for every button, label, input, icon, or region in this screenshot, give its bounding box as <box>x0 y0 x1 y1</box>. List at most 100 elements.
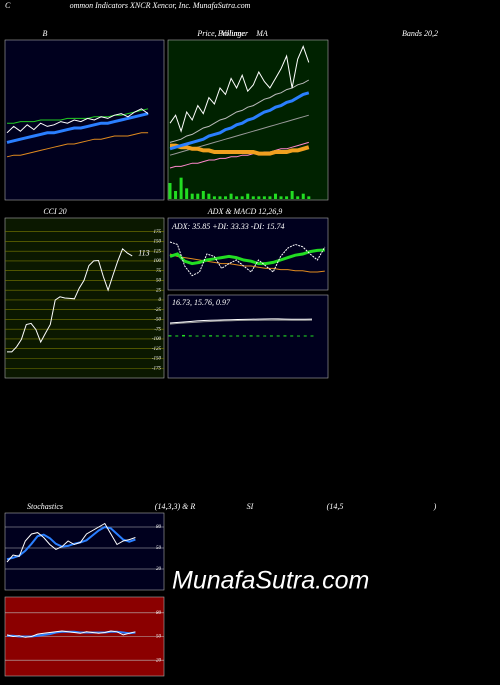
panel-title: Price, <box>196 29 216 38</box>
y-tick-label: 50 <box>156 635 162 640</box>
bar <box>174 191 178 199</box>
bar <box>242 335 246 337</box>
panel-title: B <box>43 29 48 38</box>
bar <box>215 335 219 337</box>
bar <box>290 335 294 337</box>
bar <box>196 193 200 199</box>
panel-title: ADX & MACD 12,26,9 <box>207 207 282 216</box>
panel-title: (14,5 <box>327 502 344 511</box>
bar <box>301 193 305 199</box>
bar <box>207 193 211 199</box>
y-tick-label: 50 <box>156 546 162 551</box>
header-title: ommon Indicators XNCR Xencor, Inc. Munaf… <box>70 1 251 10</box>
y-tick-label: 0 <box>159 298 162 303</box>
series-line <box>169 45 310 133</box>
series-line <box>169 248 325 266</box>
bar <box>303 335 307 337</box>
bar <box>229 335 233 337</box>
series-line <box>169 91 310 151</box>
bar <box>268 196 272 199</box>
bar <box>262 196 266 199</box>
y-tick-label: 20 <box>156 658 162 663</box>
y-tick-label: 25 <box>156 288 162 293</box>
series-line <box>6 525 136 561</box>
series-line <box>169 79 310 143</box>
bar <box>185 188 189 199</box>
bar <box>310 335 314 337</box>
series-line <box>169 253 325 273</box>
bar <box>190 193 194 199</box>
watermark: MunafaSutra.com <box>172 567 369 595</box>
bar <box>296 335 300 337</box>
panel-title: (14,3,3) & R <box>155 502 196 511</box>
bar <box>201 191 205 199</box>
y-tick-label: 125 <box>154 249 162 254</box>
bar <box>224 196 228 199</box>
bar <box>296 196 300 199</box>
bar <box>218 196 222 199</box>
indicator-values: ADX: 35.85 +DI: 33.33 -DI: 15.74 <box>171 222 285 231</box>
panel-title: Stochastics <box>27 502 63 511</box>
bar <box>229 193 233 199</box>
series-line <box>6 112 149 144</box>
panel-title: Bollinger <box>218 29 249 38</box>
y-tick-label: 20 <box>156 567 162 572</box>
series-line <box>6 630 136 638</box>
bar <box>269 335 273 337</box>
series-line <box>7 108 149 124</box>
bar <box>240 196 244 199</box>
bar <box>263 335 267 337</box>
bar <box>168 183 172 199</box>
y-tick-label: -50 <box>154 318 161 323</box>
y-tick-label: 175 <box>154 230 162 235</box>
header-left: C <box>5 1 11 10</box>
bar <box>279 196 283 199</box>
series-line <box>6 108 149 134</box>
y-tick-label: 50 <box>156 279 162 284</box>
bar <box>273 193 277 199</box>
bar <box>209 335 213 337</box>
y-tick-label: -75 <box>154 327 161 332</box>
bar <box>236 335 240 337</box>
bar <box>182 334 186 337</box>
y-tick-label: -150 <box>152 357 162 362</box>
bar <box>212 196 216 199</box>
panel-title: MA <box>255 29 268 38</box>
indicator-values: 16.73, 15.76, 0.97 <box>172 298 231 307</box>
bar <box>276 335 280 337</box>
series-line <box>6 132 149 158</box>
bar <box>307 196 311 199</box>
bar <box>283 335 287 337</box>
bar <box>202 335 206 337</box>
series-line <box>6 522 136 563</box>
panel <box>4 512 165 591</box>
bar <box>251 196 255 199</box>
bar <box>188 335 192 337</box>
panel-title: Volume <box>221 29 245 38</box>
bar <box>249 335 253 337</box>
panel <box>4 217 165 379</box>
y-tick-label: 150 <box>154 240 162 245</box>
panel-title: SI <box>247 502 254 511</box>
bar <box>195 335 199 337</box>
series-line <box>169 318 313 324</box>
series-line <box>170 143 310 156</box>
y-tick-label: 80 <box>156 525 162 530</box>
series-line <box>169 141 309 169</box>
bar <box>168 335 172 337</box>
bar <box>290 191 294 199</box>
bar <box>285 196 289 199</box>
y-tick-label: -125 <box>152 347 162 352</box>
panel-title: ) <box>433 502 437 511</box>
bar <box>179 177 183 199</box>
value-label: 113 <box>138 249 149 258</box>
series-line <box>7 247 133 353</box>
bar <box>235 196 239 199</box>
bar <box>257 196 261 199</box>
bar <box>246 193 250 199</box>
bar <box>222 335 226 337</box>
panel-title: CCI 20 <box>43 207 66 216</box>
y-tick-label: 80 <box>156 611 162 616</box>
y-tick-label: -100 <box>152 337 162 342</box>
